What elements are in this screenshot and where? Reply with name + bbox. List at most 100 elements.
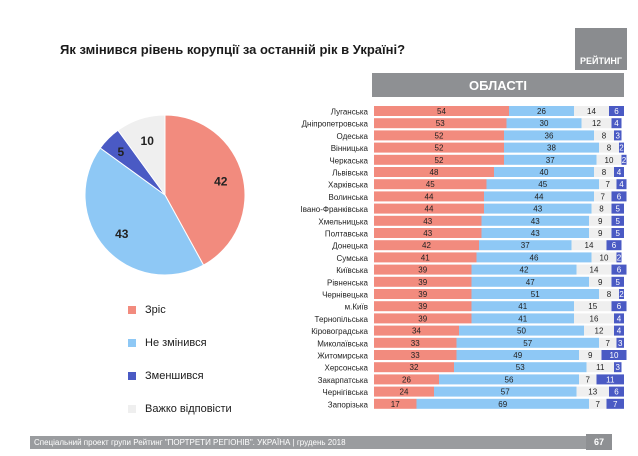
bar-segment — [374, 350, 457, 360]
legend-label: Не змінився — [145, 337, 207, 349]
bar-segment — [374, 191, 484, 202]
bar-value-label: 15 — [588, 302, 597, 311]
bar-value-label: 46 — [530, 253, 539, 262]
bar-segment — [616, 337, 624, 348]
bar-value-label: 2 — [619, 290, 624, 299]
region-label: Харківська — [328, 181, 369, 190]
page-number: 67 — [586, 434, 612, 450]
bar-value-label: 4 — [617, 327, 622, 336]
bar-segment — [509, 106, 574, 116]
bar-value-label: 9 — [598, 278, 603, 287]
bar-value-label: 4 — [617, 314, 622, 323]
bar-value-label: 24 — [400, 388, 409, 397]
bar-value-label: 8 — [599, 205, 604, 214]
bar-segment — [374, 203, 484, 214]
region-label: Чернівецька — [322, 291, 368, 300]
bar-value-label: 37 — [521, 241, 530, 250]
legend-swatch — [128, 372, 136, 380]
bar-value-label: 30 — [540, 119, 549, 128]
bar-segment — [616, 252, 622, 263]
bar-value-label: 9 — [598, 217, 603, 226]
bar-segment — [471, 276, 589, 287]
bar-segment — [374, 130, 504, 141]
bar-value-label: 7 — [601, 192, 606, 201]
region-label: м.Київ — [345, 303, 368, 312]
bar-value-label: 7 — [596, 400, 601, 409]
bar-value-label: 9 — [588, 351, 593, 360]
bar-segment — [621, 154, 627, 165]
bar-segment — [374, 215, 482, 226]
bar-segment — [459, 325, 584, 336]
bar-value-label: 6 — [612, 241, 617, 250]
bar-segment — [374, 301, 472, 312]
bar-segment — [374, 313, 472, 324]
bar-segment — [576, 264, 612, 275]
bar-segment — [504, 154, 597, 165]
bar-segment — [576, 386, 609, 397]
bar-segment — [374, 179, 487, 190]
bar-value-label: 52 — [435, 156, 444, 165]
bar-value-label: 45 — [426, 180, 435, 189]
bar-segment — [374, 142, 504, 153]
bar-value-label: 40 — [540, 168, 549, 177]
bar-value-label: 57 — [501, 388, 510, 397]
bar-segment — [614, 362, 622, 373]
bar-value-label: 36 — [545, 131, 554, 140]
bar-value-label: 39 — [418, 278, 427, 287]
brand-logo: РЕЙТИНГ — [575, 28, 627, 70]
bar-segment — [619, 289, 624, 299]
bar-segment — [504, 142, 599, 153]
bar-value-label: 10 — [605, 156, 614, 165]
bar-segment — [581, 118, 612, 129]
bar-value-label: 11 — [596, 363, 605, 372]
bar-value-label: 37 — [546, 156, 555, 165]
bar-value-label: 8 — [607, 144, 612, 153]
region-label: Івано-Франківська — [301, 205, 369, 214]
bar-value-label: 39 — [418, 302, 427, 311]
bar-value-label: 26 — [402, 375, 411, 384]
bar-value-label: 53 — [516, 363, 525, 372]
bar-value-label: 43 — [531, 229, 540, 238]
region-label: Миколаївська — [317, 339, 368, 348]
bar-segment — [574, 301, 612, 312]
bar-segment — [586, 362, 614, 373]
bar-value-label: 33 — [411, 351, 420, 360]
bar-segment — [594, 130, 614, 141]
bar-segment — [481, 215, 589, 226]
region-label: Закарпатська — [318, 376, 369, 385]
bar-segment — [374, 154, 504, 165]
bar-segment — [471, 264, 577, 275]
bar-value-label: 12 — [592, 119, 601, 128]
bar-segment — [374, 398, 417, 409]
bar-segment — [486, 179, 599, 190]
bar-value-label: 52 — [435, 131, 444, 140]
region-label: Дніпропетровська — [302, 120, 369, 129]
bar-value-label: 14 — [587, 107, 596, 116]
bar-value-label: 45 — [538, 180, 547, 189]
bar-value-label: 48 — [430, 168, 439, 177]
bar-value-label: 5 — [616, 229, 621, 238]
bar-segment — [611, 118, 622, 129]
bar-value-label: 6 — [617, 192, 622, 201]
bar-value-label: 3 — [616, 131, 621, 140]
bar-value-label: 4 — [614, 119, 619, 128]
bar-value-label: 6 — [614, 388, 619, 397]
bar-segment — [476, 252, 592, 263]
legend-item-increased: Зріс — [128, 300, 232, 320]
bar-segment — [614, 313, 624, 324]
bar-segment — [374, 167, 494, 177]
bar-value-label: 5 — [616, 217, 621, 226]
bar-value-label: 7 — [586, 375, 591, 384]
bar-segment — [589, 228, 612, 238]
bar-segment — [609, 386, 624, 397]
bar-segment — [594, 191, 612, 202]
bar-value-label: 6 — [614, 107, 619, 116]
legend-swatch — [128, 405, 136, 413]
bar-value-label: 56 — [505, 375, 514, 384]
bar-value-label: 52 — [435, 144, 444, 153]
bar-value-label: 16 — [590, 314, 599, 323]
bar-segment — [594, 167, 614, 177]
bar-segment — [589, 276, 612, 287]
bar-segment — [614, 167, 624, 177]
